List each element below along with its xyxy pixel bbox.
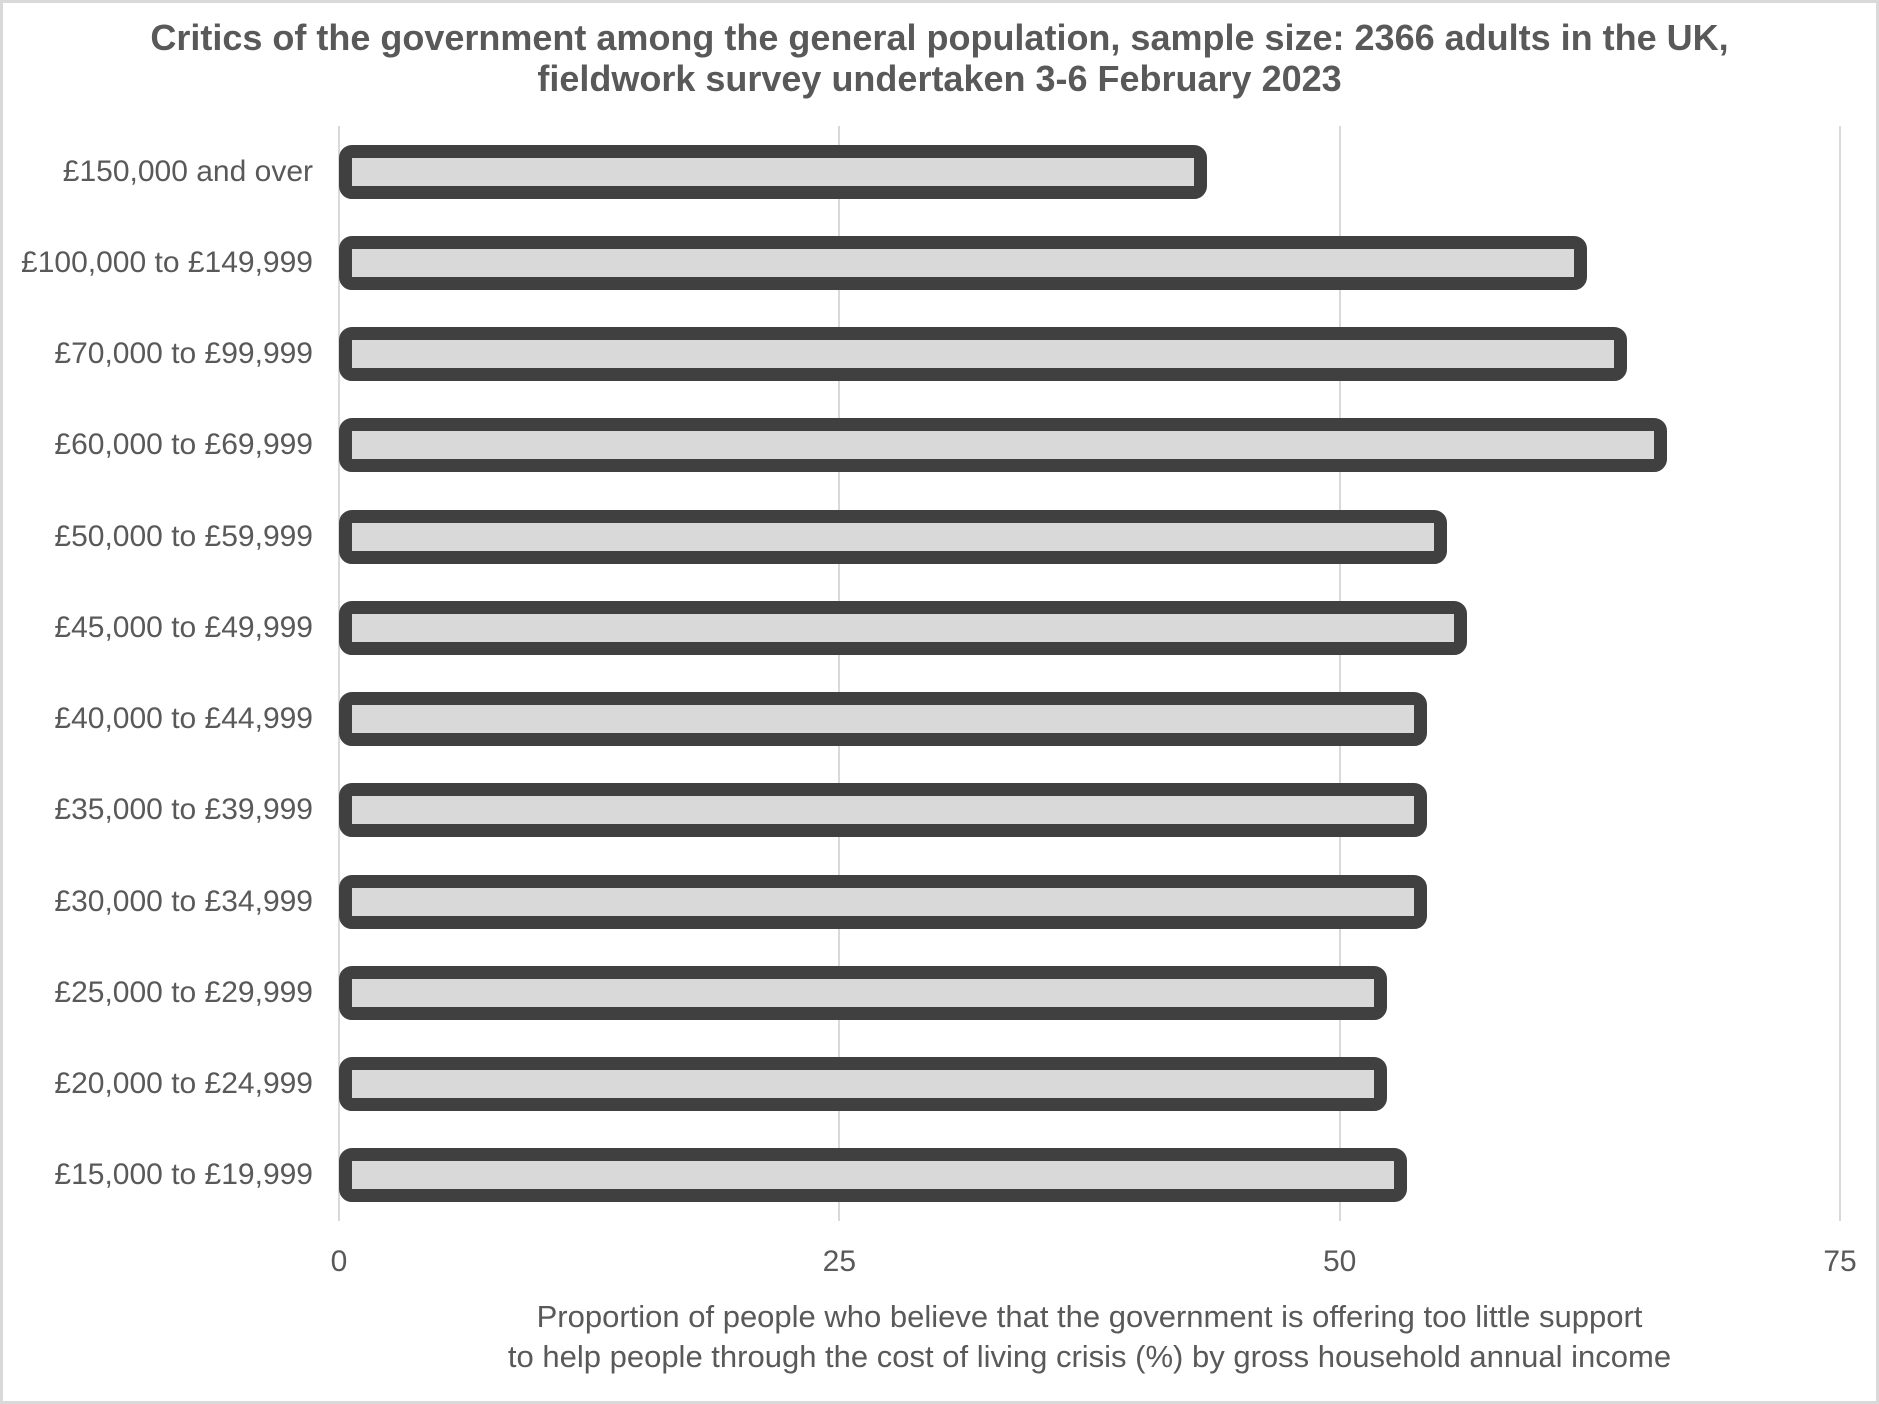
bar-row: £60,000 to £69,999 <box>54 400 1840 491</box>
bar-row: £35,000 to £39,999 <box>54 765 1840 856</box>
bar <box>339 692 1427 747</box>
category-label: £20,000 to £24,999 <box>54 1067 313 1101</box>
category-label: £50,000 to £59,999 <box>54 519 313 553</box>
category-label: £150,000 and over <box>62 154 313 188</box>
bar <box>339 327 1627 382</box>
category-label: £35,000 to £39,999 <box>54 793 313 827</box>
bar <box>339 1148 1407 1203</box>
bar <box>339 1057 1387 1112</box>
x-axis-title: Proportion of people who believe that th… <box>339 1297 1840 1377</box>
chart-title-line-2: fieldwork survey undertaken 3-6 February… <box>537 58 1342 99</box>
bar-row: £40,000 to £44,999 <box>54 674 1840 765</box>
x-axis-title-line-1: Proportion of people who believe that th… <box>536 1299 1643 1334</box>
x-tick-label: 25 <box>822 1245 857 1278</box>
plot-area: £150,000 and over £100,000 to £149,999 £70… <box>21 126 1857 1374</box>
bar-row: £100,000 to £149,999 <box>21 217 1840 308</box>
bar-row: £15,000 to £19,999 <box>54 1130 1840 1221</box>
bar <box>339 874 1427 929</box>
gridline <box>1338 126 1341 1221</box>
chart-title: Critics of the government among the gene… <box>3 17 1876 99</box>
category-label: £45,000 to £49,999 <box>54 610 313 644</box>
bar-row: £150,000 and over <box>63 126 1840 217</box>
gridline <box>338 126 340 1221</box>
gridlines <box>338 126 1841 1221</box>
bar-row: £50,000 to £59,999 <box>54 491 1840 582</box>
bar-row: £30,000 to £34,999 <box>54 856 1840 947</box>
bar <box>339 144 1207 199</box>
bar <box>339 965 1387 1020</box>
category-label: £100,000 to £149,999 <box>21 245 313 279</box>
bar-row: £70,000 to £99,999 <box>54 309 1840 400</box>
category-label: £30,000 to £34,999 <box>54 884 313 918</box>
bar-row: £25,000 to £29,999 <box>54 947 1840 1038</box>
category-label: £15,000 to £19,999 <box>54 1158 313 1192</box>
bar <box>339 418 1667 473</box>
bar <box>339 509 1447 564</box>
x-tick-label: 0 <box>330 1245 348 1278</box>
gridline <box>838 126 841 1221</box>
x-tick-label: 50 <box>1322 1245 1357 1278</box>
bar-row: £20,000 to £24,999 <box>54 1039 1840 1130</box>
category-label: £60,000 to £69,999 <box>54 428 313 462</box>
category-label: £25,000 to £29,999 <box>54 975 313 1009</box>
bar <box>339 235 1587 290</box>
bar-row: £45,000 to £49,999 <box>54 582 1840 673</box>
bar <box>339 783 1427 838</box>
category-label: £40,000 to £44,999 <box>54 702 313 736</box>
x-tick-label: 75 <box>1823 1245 1857 1278</box>
x-axis-title-line-2: to help people through the cost of livin… <box>507 1339 1672 1374</box>
category-label: £70,000 to £99,999 <box>54 337 313 371</box>
gridline <box>1839 126 1841 1221</box>
bar <box>339 600 1467 655</box>
bar-rows: £150,000 and over £100,000 to £149,999 £70… <box>21 126 1840 1221</box>
x-axis-tick-labels: 0 25 50 75 <box>331 1221 1857 1278</box>
chart-title-line-1: Critics of the government among the gene… <box>150 17 1729 58</box>
